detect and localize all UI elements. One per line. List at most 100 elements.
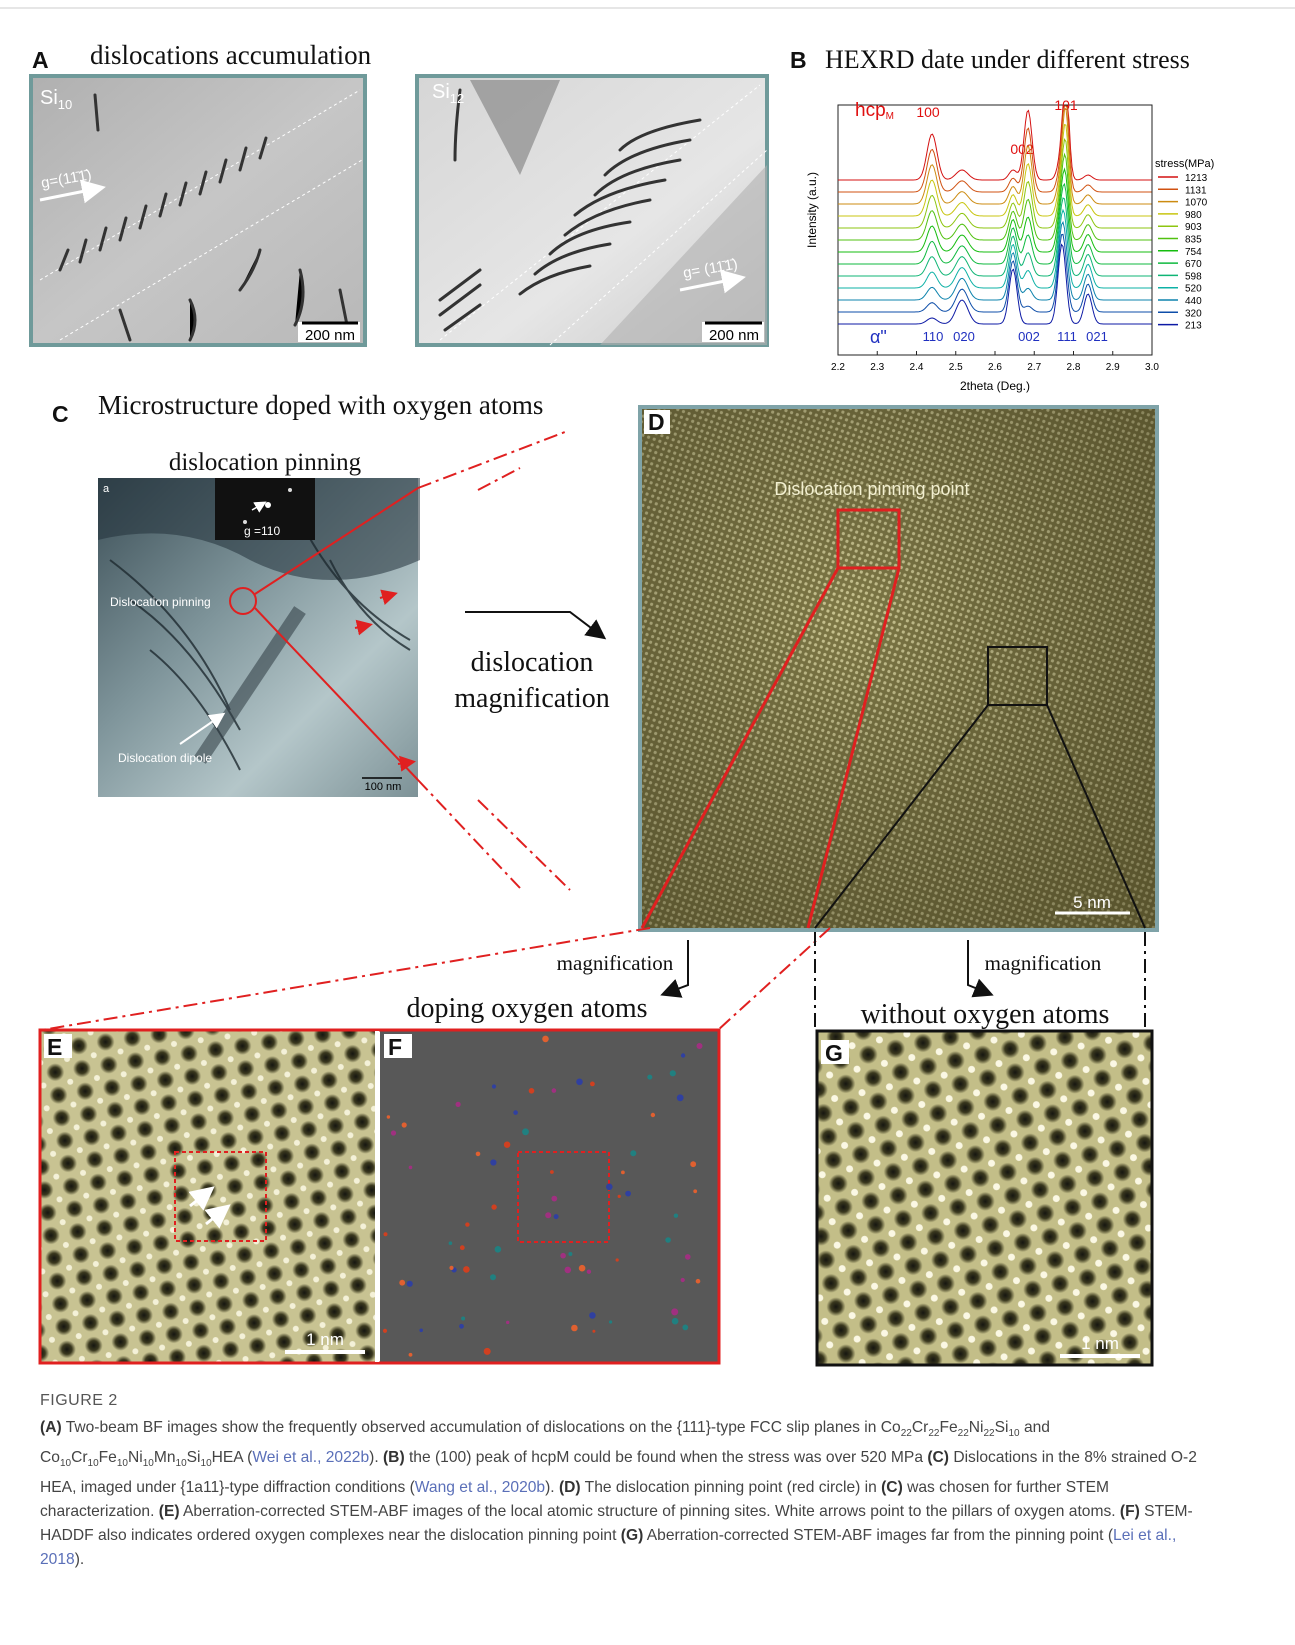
atom-marker [407, 1281, 413, 1287]
subscript: 10 [1009, 1428, 1020, 1439]
atom-marker [609, 1320, 612, 1323]
x-axis-label: 2theta (Deg.) [960, 379, 1030, 393]
atom-marker [465, 1222, 469, 1226]
atom-marker [606, 1184, 613, 1191]
caption-run: HEA ( [212, 1449, 253, 1466]
atom-marker [542, 1036, 549, 1043]
caption: FIGURE 2 (A) Two-beam BF images show the… [40, 1392, 1218, 1572]
panel-ref: (F) [1120, 1503, 1140, 1520]
legend-label: 980 [1185, 210, 1202, 221]
citation[interactable]: Wei et al., 2022b [252, 1449, 369, 1466]
subscript: 10 [143, 1458, 154, 1469]
xrd-curve [838, 125, 1152, 216]
x-tick-label: 2.3 [870, 362, 884, 373]
x-tick-label: 2.2 [831, 362, 845, 373]
panel-ref: (D) [559, 1479, 581, 1496]
atom-marker [409, 1166, 413, 1170]
atom-marker [391, 1130, 396, 1135]
atom-marker [672, 1318, 679, 1325]
stem-image-f: F [380, 1031, 718, 1362]
arrow-label: magnification [985, 951, 1102, 975]
scale-bar: 200 nm [709, 327, 759, 344]
caption-run: Aberration-corrected STEM-ABF images of … [180, 1503, 1120, 1520]
x-tick-label: 2.4 [910, 362, 924, 373]
panel-ref: (B) [383, 1449, 405, 1466]
section-title: doping oxygen atoms [406, 993, 647, 1024]
peak-label: 100 [916, 104, 940, 120]
subscript: 10 [88, 1458, 99, 1469]
panel-ref: (E) [159, 1503, 180, 1520]
caption-run: Si [995, 1419, 1009, 1436]
legend-label: 520 [1185, 284, 1202, 295]
caption-text: (A) Two-beam BF images show the frequent… [40, 1416, 1218, 1572]
atom-marker [383, 1329, 387, 1333]
atom-marker [625, 1191, 631, 1197]
peak-label: 002 [1018, 329, 1040, 344]
scale-bar: 1 nm [1081, 1334, 1119, 1353]
subscript: 10 [60, 1458, 71, 1469]
atom-marker [552, 1088, 557, 1093]
atom-marker [409, 1353, 413, 1357]
tag: Si [432, 81, 450, 103]
figure: A dislocations accumulation Si10 g=(11̄1… [0, 0, 1295, 1380]
scale-bar: 5 nm [1073, 893, 1111, 912]
atom-marker [399, 1280, 405, 1286]
page: Figure 2 { "panel_a": { "label": "A", "t… [0, 0, 1295, 1645]
tem-image-a1: Si10 g=(11̄1̄) 200 nm [31, 76, 365, 345]
subscript: 22 [928, 1428, 939, 1439]
atom-marker [630, 1150, 636, 1156]
legend-label: 670 [1185, 259, 1202, 270]
panel-label: C [52, 401, 69, 427]
panel-label: F [388, 1034, 402, 1060]
caption-run: Two-beam BF images show the frequently o… [62, 1419, 881, 1436]
annotation: Dislocation pinning [110, 595, 211, 609]
atom-marker [671, 1308, 678, 1315]
panel-label: E [47, 1034, 62, 1060]
tag-subscript: 10 [58, 97, 72, 112]
caption-run: Si [187, 1449, 201, 1466]
panel-label: B [790, 47, 807, 73]
caption-run: Co [881, 1419, 901, 1436]
scale-bar: 100 nm [365, 781, 402, 793]
caption-run: ). [369, 1449, 383, 1466]
atom-marker [419, 1329, 423, 1333]
atom-marker [456, 1102, 461, 1107]
atom-marker [490, 1274, 496, 1280]
x-tick-label: 2.8 [1067, 362, 1081, 373]
x-tick-label: 2.6 [988, 362, 1002, 373]
atom-marker [690, 1161, 696, 1167]
panel-subtitle: dislocation pinning [169, 449, 362, 476]
scale-bar: 1 nm [306, 1330, 344, 1349]
atom-marker [696, 1279, 701, 1284]
atom-marker [621, 1171, 625, 1175]
phase: hcp [855, 100, 886, 121]
peak-label: 111 [1057, 329, 1077, 344]
legend-label: 320 [1185, 308, 1202, 319]
panel-title: Microstructure doped with oxygen atoms [98, 390, 543, 420]
legend-label: 213 [1185, 321, 1202, 332]
subscript: 22 [958, 1428, 969, 1439]
atom-marker [522, 1128, 529, 1135]
y-axis-label: Intensity (a.u.) [805, 172, 819, 248]
atom-marker [677, 1094, 684, 1101]
tag-subscript: 12 [450, 91, 464, 106]
atom-marker [449, 1266, 453, 1270]
subscript: 10 [117, 1458, 128, 1469]
alpha-label: α" [870, 327, 887, 347]
caption-run: Fe [939, 1419, 957, 1436]
atom-marker [616, 1258, 619, 1261]
citation[interactable]: Wang et al., 2020b [415, 1479, 545, 1496]
annotation: Dislocation pinning point [774, 479, 969, 499]
atom-marker [590, 1082, 595, 1087]
legend-label: 598 [1185, 271, 1202, 282]
panel-label: G [825, 1040, 843, 1066]
peak-label: 021 [1086, 329, 1108, 344]
caption-run: Cr [912, 1419, 928, 1436]
caption-run: and [1020, 1419, 1050, 1436]
tag: Si [40, 87, 58, 109]
x-tick-label: 2.5 [949, 362, 963, 373]
panel-label: A [32, 47, 49, 73]
atom-marker [592, 1330, 595, 1333]
atom-marker [560, 1253, 566, 1259]
x-tick-label: 2.9 [1106, 362, 1120, 373]
